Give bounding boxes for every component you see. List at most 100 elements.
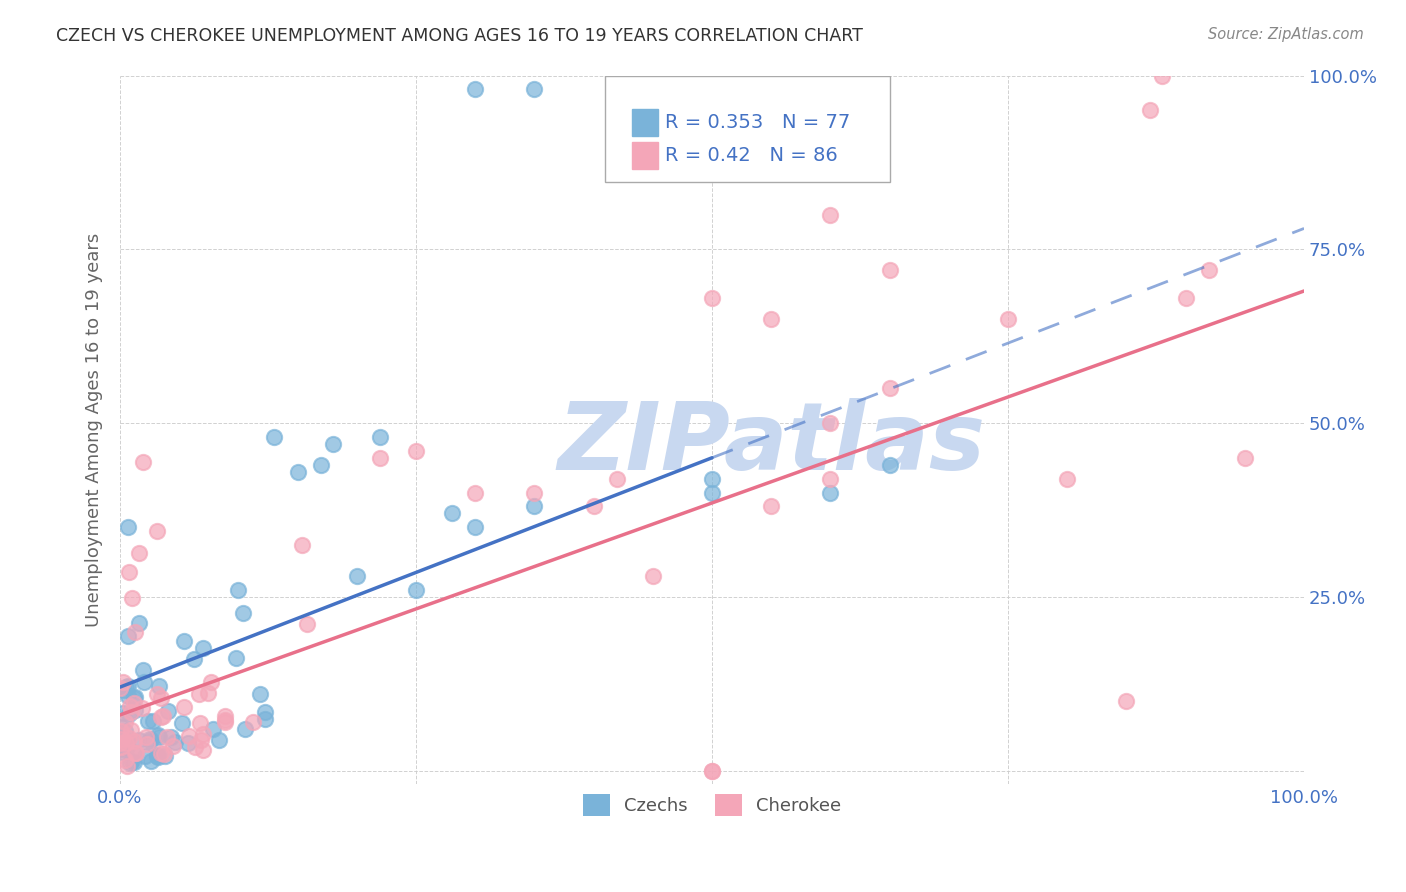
Point — [191, 727, 214, 741]
Point — [132, 455, 155, 469]
Point — [114, 724, 136, 739]
Text: R = 0.42   N = 86: R = 0.42 N = 86 — [665, 146, 838, 165]
Point — [124, 703, 146, 717]
Point — [115, 736, 138, 750]
Point — [121, 591, 143, 605]
Point — [114, 715, 136, 730]
Point — [111, 745, 134, 759]
Text: ZIPatlas: ZIPatlas — [557, 398, 986, 490]
Point — [700, 291, 723, 305]
Point — [464, 520, 486, 534]
Y-axis label: Unemployment Among Ages 16 to 19 years: Unemployment Among Ages 16 to 19 years — [86, 233, 103, 627]
Point — [214, 709, 236, 723]
Point — [190, 732, 212, 747]
Point — [136, 714, 159, 728]
Point — [228, 582, 250, 597]
Point — [128, 546, 150, 560]
Point — [117, 689, 139, 703]
Point — [197, 686, 219, 700]
Point — [523, 500, 546, 514]
Point — [170, 716, 193, 731]
Point — [117, 629, 139, 643]
Point — [191, 742, 214, 756]
Point — [124, 690, 146, 704]
Point — [582, 500, 605, 514]
Point — [112, 682, 135, 697]
Point — [115, 759, 138, 773]
Point — [183, 651, 205, 665]
Point — [405, 582, 427, 597]
Point — [254, 713, 277, 727]
Text: R = 0.353   N = 77: R = 0.353 N = 77 — [665, 112, 849, 132]
Point — [124, 746, 146, 760]
Point — [1056, 472, 1078, 486]
Point — [820, 207, 842, 221]
Point — [1139, 103, 1161, 118]
Point — [150, 747, 173, 761]
Point — [253, 705, 276, 719]
Point — [370, 450, 392, 465]
Point — [700, 472, 723, 486]
Point — [1115, 694, 1137, 708]
Point — [879, 458, 901, 472]
Point — [1150, 69, 1173, 83]
Point — [214, 715, 236, 730]
Point — [124, 755, 146, 769]
Point — [124, 747, 146, 761]
Point — [118, 699, 141, 714]
Point — [111, 731, 134, 746]
Point — [110, 739, 132, 754]
Point — [110, 732, 132, 747]
Point — [523, 485, 546, 500]
Point — [1233, 450, 1256, 465]
Point — [115, 734, 138, 748]
Point — [202, 722, 225, 736]
Point — [120, 723, 142, 737]
Point — [287, 465, 309, 479]
FancyBboxPatch shape — [631, 109, 658, 136]
Point — [122, 734, 145, 748]
Point — [1198, 263, 1220, 277]
Point — [111, 706, 134, 721]
Point — [146, 688, 169, 702]
Point — [139, 733, 162, 747]
Point — [135, 730, 157, 744]
Point — [110, 681, 132, 696]
Point — [700, 764, 723, 778]
Point — [997, 311, 1019, 326]
Point — [120, 705, 142, 719]
Point — [249, 687, 271, 701]
Point — [440, 507, 463, 521]
Point — [121, 754, 143, 768]
Point — [122, 691, 145, 706]
Point — [125, 746, 148, 760]
Point — [193, 640, 215, 655]
Point — [188, 716, 211, 731]
Point — [153, 748, 176, 763]
Point — [160, 730, 183, 744]
Point — [146, 747, 169, 762]
Point — [153, 747, 176, 762]
Point — [135, 737, 157, 751]
Text: Source: ZipAtlas.com: Source: ZipAtlas.com — [1208, 27, 1364, 42]
Point — [117, 679, 139, 693]
Point — [879, 263, 901, 277]
Point — [118, 756, 141, 771]
Point — [370, 430, 392, 444]
Point — [173, 699, 195, 714]
Point — [146, 524, 169, 538]
Point — [291, 538, 314, 552]
Point — [115, 680, 138, 694]
Legend: Czechs, Cherokee: Czechs, Cherokee — [574, 785, 851, 825]
Point — [118, 565, 141, 579]
Point — [111, 675, 134, 690]
Point — [464, 82, 486, 96]
Point — [297, 617, 319, 632]
Point — [322, 437, 344, 451]
Point — [700, 485, 723, 500]
Point — [606, 472, 628, 486]
Point — [232, 606, 254, 620]
Point — [200, 675, 222, 690]
Point — [208, 732, 231, 747]
Point — [132, 674, 155, 689]
